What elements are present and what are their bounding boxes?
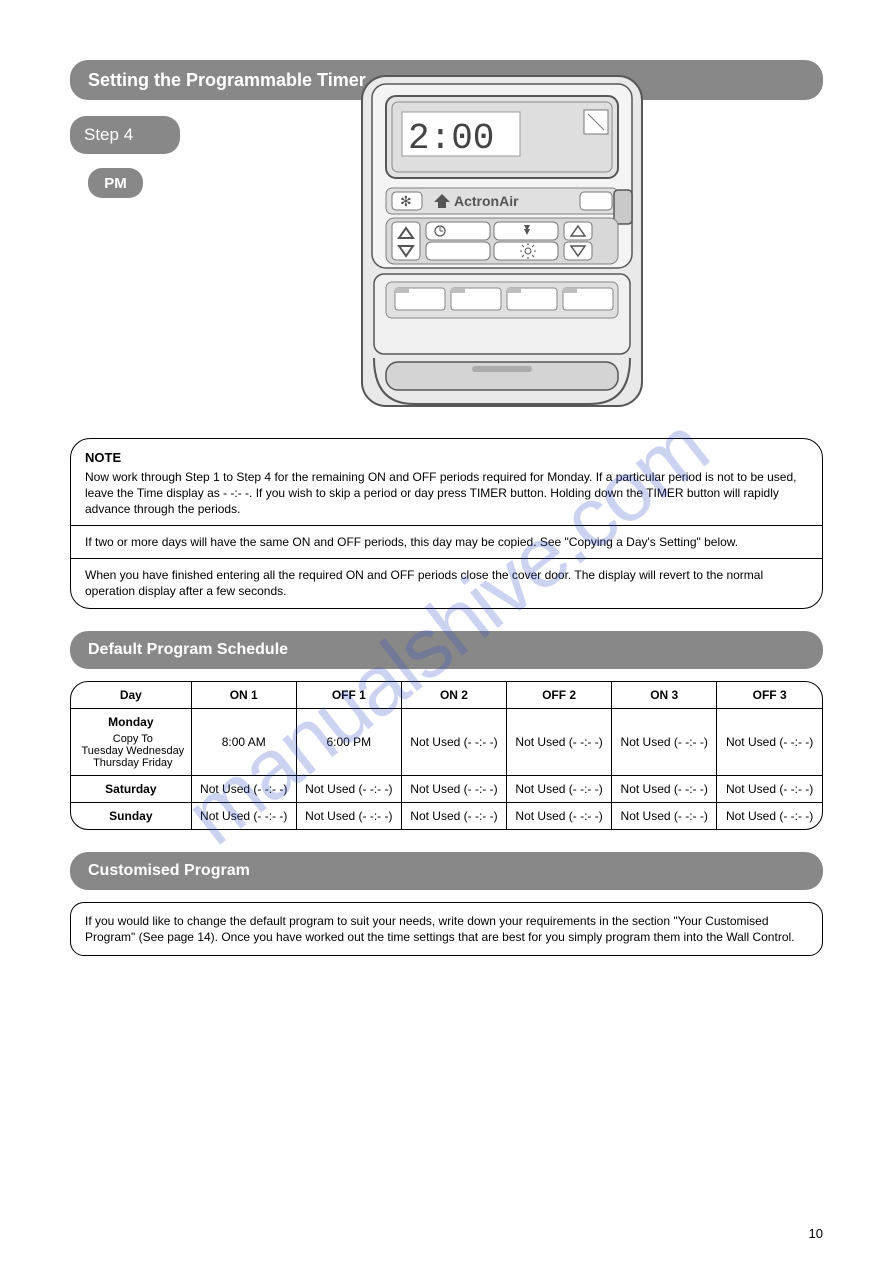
schedule-heading-bar: Default Program Schedule — [70, 631, 823, 669]
schedule-heading: Default Program Schedule — [88, 641, 288, 659]
cell-mon-on2: Not Used (- -:- -) — [401, 708, 506, 775]
brand-label: ActronAir — [454, 193, 519, 209]
note-line-1: Now work through Step 1 to Step 4 for th… — [85, 469, 808, 518]
custom-prog-body: If you would like to change the default … — [85, 914, 795, 944]
svg-text:✻: ✻ — [400, 193, 412, 209]
cell-sun-off1: Not Used (- -:- -) — [296, 802, 401, 829]
cell-mon-off3: Not Used (- -:- -) — [717, 708, 822, 775]
cell-sat-day: Saturday — [71, 775, 191, 802]
cell-sat-on1: Not Used (- -:- -) — [191, 775, 296, 802]
col-off2: OFF 2 — [507, 682, 612, 709]
clock-button — [426, 222, 490, 240]
schedule-table: Day ON 1 OFF 1 ON 2 OFF 2 ON 3 OFF 3 Mon… — [70, 681, 823, 830]
pm-bar: PM — [88, 168, 143, 198]
cell-sat-on2: Not Used (- -:- -) — [401, 775, 506, 802]
copy-days-label: Tuesday Wednesday Thursday Friday — [75, 745, 187, 769]
power-button — [580, 192, 612, 210]
cell-sat-on3: Not Used (- -:- -) — [612, 775, 717, 802]
display-time: 2:00 — [408, 118, 494, 159]
cell-sat-off1: Not Used (- -:- -) — [296, 775, 401, 802]
title-text: Setting the Programmable Timer — [88, 70, 366, 91]
monday-label: Monday — [75, 715, 187, 729]
cell-mon-off1: 6:00 PM — [296, 708, 401, 775]
note-heading: NOTE — [85, 449, 808, 467]
col-off1: OFF 1 — [296, 682, 401, 709]
sun-button — [494, 242, 558, 260]
cell-sun-off2: Not Used (- -:- -) — [507, 802, 612, 829]
copy-to-label: Copy To — [75, 733, 187, 745]
cell-mon-off2: Not Used (- -:- -) — [507, 708, 612, 775]
cell-sun-off3: Not Used (- -:- -) — [717, 802, 822, 829]
note-line-2: If two or more days will have the same O… — [85, 534, 808, 550]
page-number: 10 — [809, 1226, 823, 1241]
schedule-row-sunday: Sunday Not Used (- -:- -) Not Used (- -:… — [71, 802, 822, 829]
cell-monday-day: Monday Copy To Tuesday Wednesday Thursda… — [71, 708, 191, 775]
cell-sat-off2: Not Used (- -:- -) — [507, 775, 612, 802]
schedule-row-saturday: Saturday Not Used (- -:- -) Not Used (- … — [71, 775, 822, 802]
cell-sun-on3: Not Used (- -:- -) — [612, 802, 717, 829]
note-block: NOTE Now work through Step 1 to Step 4 f… — [70, 438, 823, 609]
note-line-3: When you have finished entering all the … — [85, 567, 808, 599]
cell-mon-on1: 8:00 AM — [191, 708, 296, 775]
pm-label: PM — [104, 175, 127, 192]
blank-button-1 — [426, 242, 490, 260]
cell-sun-on1: Not Used (- -:- -) — [191, 802, 296, 829]
cell-sat-off3: Not Used (- -:- -) — [717, 775, 822, 802]
step-label: Step 4 — [84, 125, 133, 145]
custom-prog-heading-bar: Customised Program — [70, 852, 823, 890]
cell-mon-on3: Not Used (- -:- -) — [612, 708, 717, 775]
col-on3: ON 3 — [612, 682, 717, 709]
device-illustration: 2:00 ✻ ActronAir — [337, 70, 667, 420]
cell-sun-day: Sunday — [71, 802, 191, 829]
step-bar: Step 4 — [70, 116, 180, 154]
col-on2: ON 2 — [401, 682, 506, 709]
custom-prog-block: If you would like to change the default … — [70, 902, 823, 956]
col-on1: ON 1 — [191, 682, 296, 709]
cell-sun-on2: Not Used (- -:- -) — [401, 802, 506, 829]
custom-prog-heading: Customised Program — [88, 862, 250, 880]
col-off3: OFF 3 — [717, 682, 822, 709]
col-day: Day — [71, 682, 191, 709]
schedule-header-row: Day ON 1 OFF 1 ON 2 OFF 2 ON 3 OFF 3 — [71, 682, 822, 709]
